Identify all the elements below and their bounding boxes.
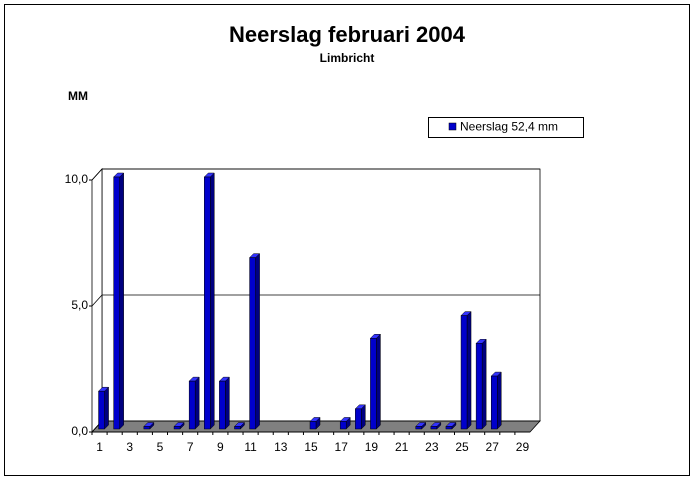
- x-tick-label: 7: [187, 440, 194, 454]
- legend-box: [428, 117, 584, 138]
- bar: [460, 315, 468, 430]
- x-tick-label: 27: [486, 440, 500, 454]
- bar: [475, 343, 483, 430]
- bar: [143, 426, 151, 430]
- x-tick-label: 15: [304, 440, 318, 454]
- bar: [188, 380, 196, 430]
- x-tick-label: 1: [96, 440, 103, 454]
- grid-line: [91, 168, 103, 181]
- y-tick-label: 10,0: [65, 172, 89, 186]
- bar-side: [225, 376, 230, 430]
- bar: [234, 426, 241, 430]
- bar: [173, 426, 181, 430]
- x-tick-label: 17: [335, 440, 349, 454]
- y-axis-label: MM: [68, 89, 88, 103]
- x-tick-label: 21: [395, 440, 409, 454]
- bar: [430, 426, 438, 430]
- x-tick-label: 5: [157, 440, 164, 454]
- chart-subtitle: Limbricht: [320, 51, 375, 65]
- y-tick-label: 0,0: [71, 424, 88, 438]
- bar: [490, 375, 498, 430]
- bar: [113, 176, 120, 430]
- chart-title: Neerslag februari 2004: [229, 22, 466, 47]
- bar: [339, 421, 347, 430]
- x-tick-label: 3: [126, 440, 133, 454]
- bar-side: [376, 333, 381, 430]
- x-tick-label: 11: [244, 440, 257, 454]
- bar: [309, 421, 317, 430]
- bar-side: [481, 338, 487, 430]
- bar: [445, 426, 453, 430]
- bar: [219, 380, 226, 430]
- bar: [370, 338, 377, 430]
- bar-side: [255, 253, 260, 430]
- x-tick-label: 13: [274, 440, 288, 454]
- x-tick-label: 23: [425, 440, 439, 454]
- y-tick-label: 5,0: [71, 298, 88, 312]
- bar: [415, 426, 422, 430]
- x-tick-label: 19: [365, 440, 379, 454]
- legend: Neerslag 52,4 mm: [428, 117, 584, 138]
- bar-side: [210, 172, 215, 430]
- x-tick-label: 9: [217, 440, 224, 454]
- bar-side: [194, 376, 200, 430]
- bar-side: [466, 310, 472, 430]
- x-tick-label: 25: [455, 440, 469, 454]
- bar: [204, 176, 211, 430]
- bar: [249, 257, 256, 430]
- bar-side: [104, 386, 109, 430]
- x-tick-label: 29: [516, 440, 530, 454]
- bar: [98, 390, 105, 430]
- legend-swatch: [448, 122, 457, 131]
- bar-side: [496, 371, 502, 430]
- grid-line: [91, 294, 103, 307]
- legend-label: Neerslag 52,4 mm: [460, 120, 558, 134]
- bar: [355, 408, 362, 430]
- bar-side: [119, 172, 124, 430]
